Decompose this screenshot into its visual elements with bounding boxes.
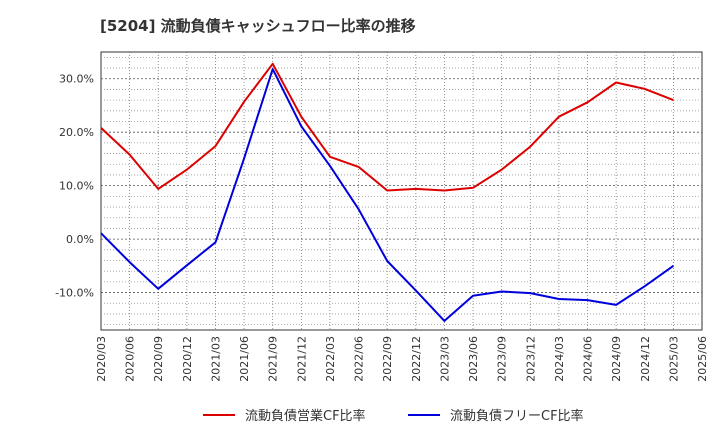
x-tick-label: 2020/09: [152, 336, 165, 382]
x-tick-label: 2025/03: [667, 336, 680, 382]
x-tick-label: 2024/03: [553, 336, 566, 382]
series-line-2: [100, 68, 674, 322]
x-tick-label: 2022/03: [324, 336, 337, 382]
x-tick-label: 2024/06: [582, 336, 595, 382]
x-tick-label: 2023/06: [467, 336, 480, 382]
x-tick-label: 2020/06: [124, 336, 137, 382]
chart-title: [5204] 流動負債キャッシュフロー比率の推移: [100, 17, 416, 35]
y-axis: 30.0% 20.0% 10.0% 0.0% -10.0%: [55, 73, 94, 300]
legend-label-2: 流動負債フリーCF比率: [450, 408, 584, 424]
y-tick-label: -10.0%: [55, 287, 94, 300]
x-tick-label: 2023/03: [438, 336, 451, 382]
series-line-1: [100, 62, 674, 192]
x-tick-label: 2022/06: [353, 336, 366, 382]
x-tick-label: 2024/12: [639, 336, 652, 382]
x-tick-label: 2020/12: [181, 336, 194, 382]
x-tick-label: 2025/06: [696, 336, 709, 382]
grid: [101, 52, 702, 330]
x-tick-label: 2020/03: [95, 336, 108, 382]
y-tick-label: 10.0%: [59, 180, 94, 193]
plot-area: [100, 51, 703, 331]
y-tick-label: 30.0%: [59, 73, 94, 86]
legend: 流動負債営業CF比率 流動負債フリーCF比率: [203, 408, 584, 424]
y-tick-label: 20.0%: [59, 126, 94, 139]
y-tick-label: 0.0%: [66, 233, 94, 246]
x-tick-label: 2024/09: [610, 336, 623, 382]
x-tick-label: 2023/09: [496, 336, 509, 382]
x-tick-label: 2022/09: [381, 336, 394, 382]
x-tick-label: 2022/12: [410, 336, 423, 382]
x-tick-label: 2023/12: [524, 336, 537, 382]
x-tick-label: 2021/03: [209, 336, 222, 382]
x-tick-label: 2021/09: [267, 336, 280, 382]
x-axis: 2020/03 2020/06 2020/09 2020/12 2021/03 2021/…: [95, 336, 709, 382]
legend-label-1: 流動負債営業CF比率: [245, 408, 366, 424]
x-tick-label: 2021/06: [238, 336, 251, 382]
x-tick-label: 2021/12: [295, 336, 308, 382]
series-lines: [100, 62, 674, 322]
